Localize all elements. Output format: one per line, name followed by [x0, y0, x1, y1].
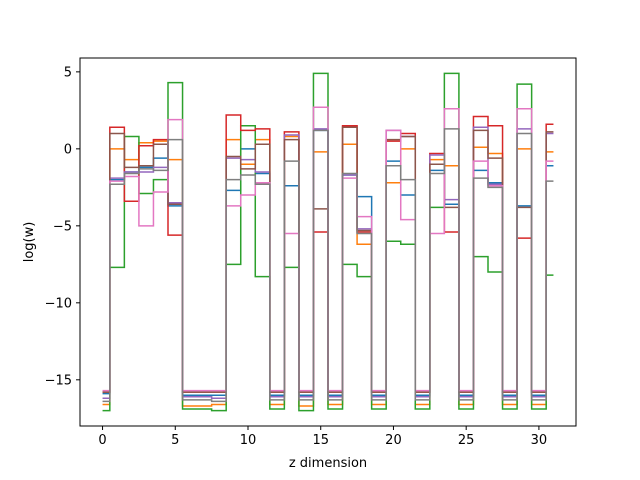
- y-tick-label: −15: [45, 373, 72, 388]
- x-tick-label: 0: [98, 433, 106, 448]
- y-tick-label: −5: [53, 219, 72, 234]
- x-axis: 0 5 10 15 20 25 30: [98, 426, 547, 448]
- series-line-3: [102, 72, 554, 412]
- x-tick-label: 5: [171, 433, 179, 448]
- y-axis: −15 −10 −5 0 5: [45, 65, 80, 388]
- y-tick-label: 0: [64, 142, 72, 157]
- series-line-8: [102, 128, 554, 403]
- series-line-7: [102, 106, 554, 392]
- y-axis-label: log(w): [22, 222, 37, 263]
- series-line-1: [102, 129, 554, 396]
- series-line-6: [102, 126, 554, 393]
- series-layer: [102, 72, 554, 412]
- y-tick-label: 5: [64, 65, 72, 80]
- x-tick-label: 10: [240, 433, 257, 448]
- y-tick-label: −10: [45, 296, 72, 311]
- x-tick-label: 30: [531, 433, 548, 448]
- plot-frame: [79, 57, 577, 427]
- x-axis-label: z dimension: [289, 456, 367, 471]
- x-tick-label: 20: [385, 433, 402, 448]
- x-tick-label: 25: [458, 433, 475, 448]
- x-tick-label: 15: [312, 433, 329, 448]
